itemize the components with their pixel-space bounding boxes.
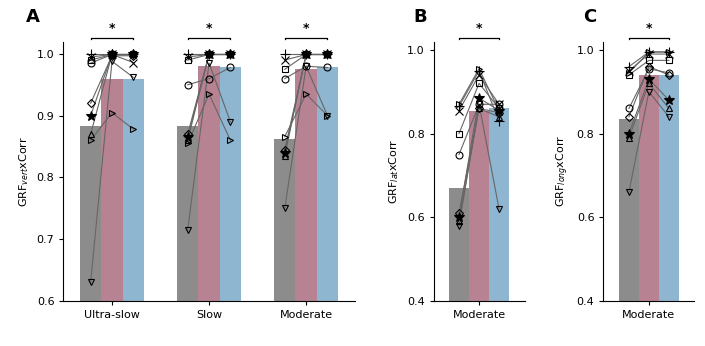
Bar xyxy=(177,126,198,346)
Y-axis label: GRF$_{long}$xCorr: GRF$_{long}$xCorr xyxy=(555,135,571,207)
Bar xyxy=(619,119,639,346)
Bar xyxy=(274,138,295,346)
Bar xyxy=(198,66,220,346)
Y-axis label: GRF$_{lat}$xCorr: GRF$_{lat}$xCorr xyxy=(388,138,401,204)
Text: A: A xyxy=(25,8,39,26)
Text: *: * xyxy=(206,22,212,35)
Y-axis label: GRF$_{vert}$xCorr: GRF$_{vert}$xCorr xyxy=(18,136,31,207)
Bar xyxy=(449,188,469,346)
Bar xyxy=(317,67,338,346)
Text: C: C xyxy=(584,8,596,26)
Bar xyxy=(102,79,123,346)
Bar xyxy=(639,75,659,346)
Bar xyxy=(295,69,317,346)
Text: *: * xyxy=(303,22,309,35)
Bar xyxy=(123,79,144,346)
Text: *: * xyxy=(646,22,652,35)
Text: *: * xyxy=(476,22,482,35)
Bar xyxy=(80,126,102,346)
Bar xyxy=(469,111,489,346)
Bar xyxy=(220,67,241,346)
Text: *: * xyxy=(109,22,115,35)
Bar xyxy=(489,109,509,346)
Bar xyxy=(659,75,679,346)
Text: B: B xyxy=(414,8,427,26)
